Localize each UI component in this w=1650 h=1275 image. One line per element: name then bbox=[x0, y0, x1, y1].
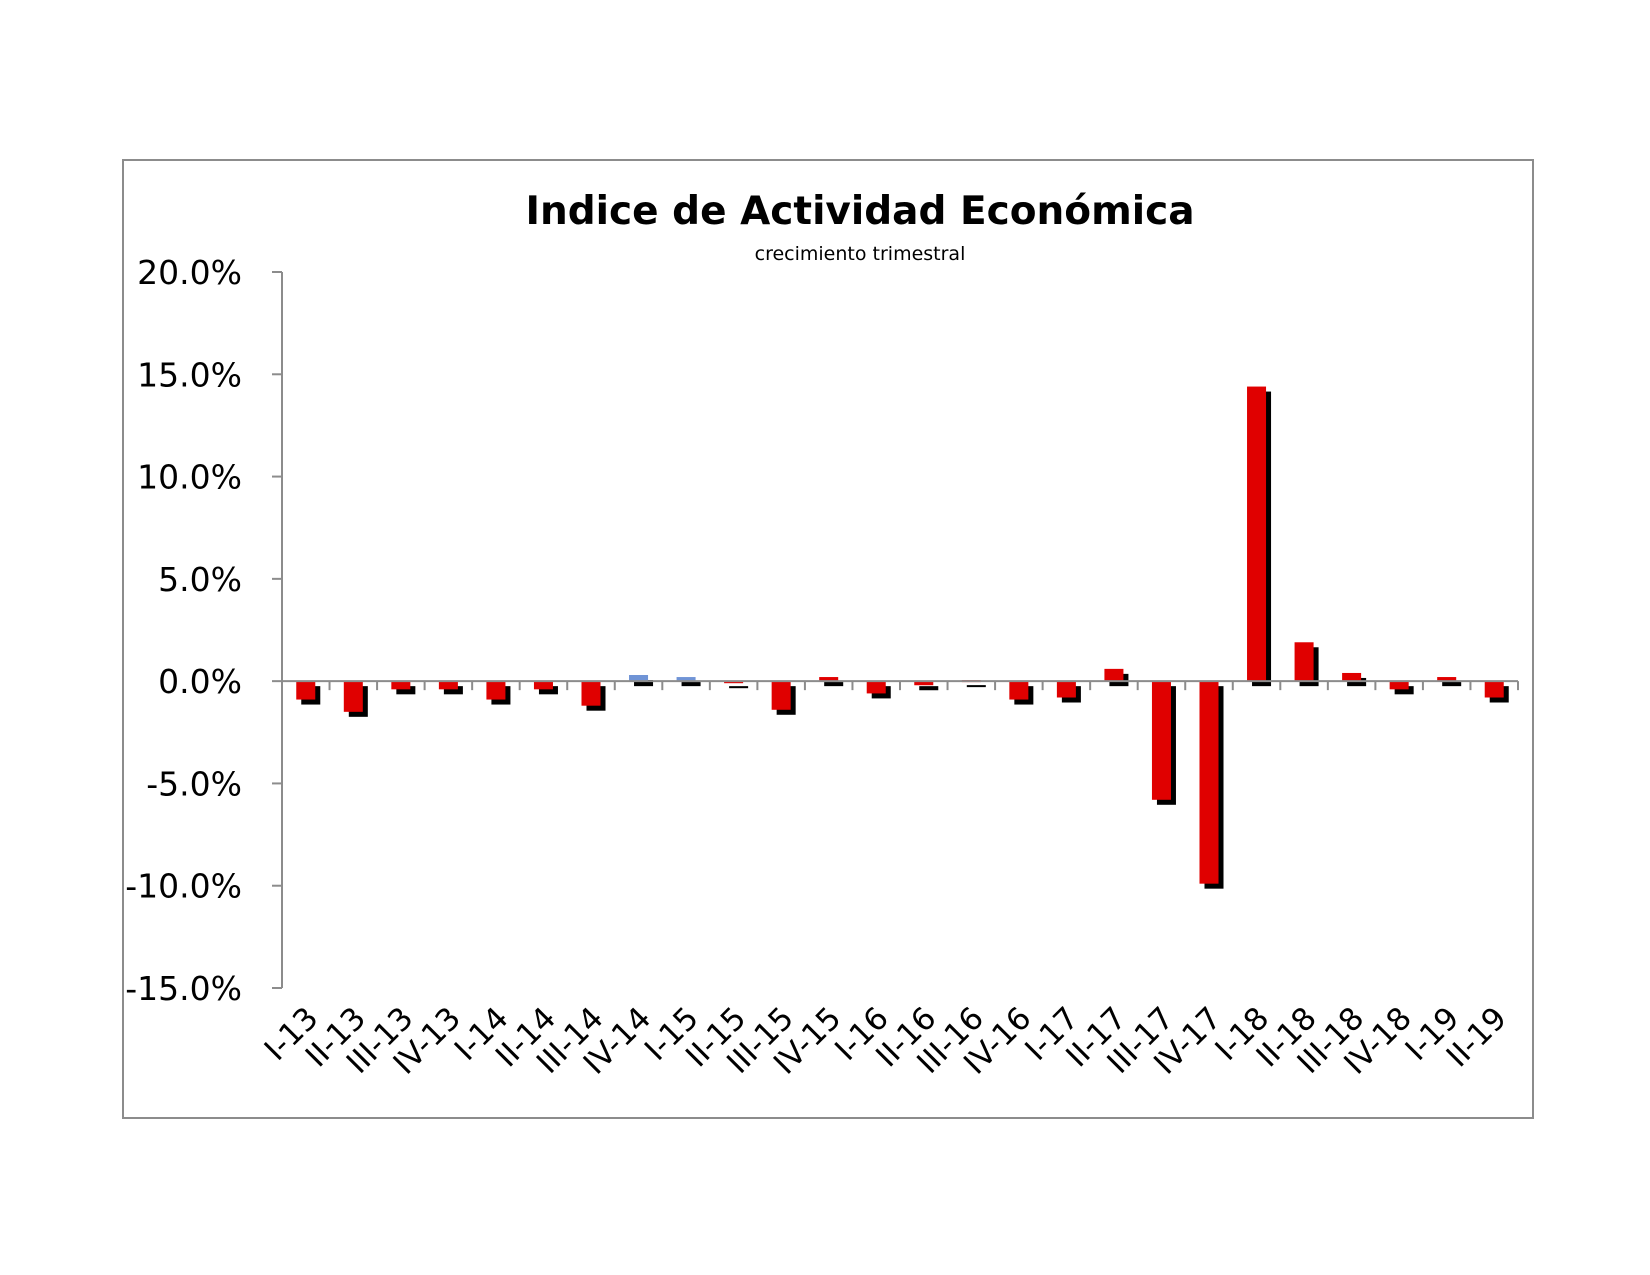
bar-shadow bbox=[443, 686, 463, 695]
bar-shadow bbox=[729, 686, 749, 689]
bar-II-15 bbox=[724, 681, 749, 689]
y-tick-label: -5.0% bbox=[146, 764, 242, 803]
y-tick-label: 20.0% bbox=[137, 253, 242, 292]
bar-II-13 bbox=[343, 681, 368, 717]
bar-I-13 bbox=[296, 681, 321, 705]
bar bbox=[533, 681, 553, 690]
bar bbox=[676, 677, 696, 682]
y-tick-label: 0.0% bbox=[158, 662, 242, 701]
y-axis: 20.0% 15.0% 10.0% 5.0% 0.0% -5.0% -10.0% -15.0% bbox=[125, 253, 283, 1008]
y-tick-label: 15.0% bbox=[137, 355, 242, 394]
bar-III-14 bbox=[581, 681, 606, 711]
bar bbox=[1009, 681, 1029, 700]
x-axis: I-13II-13III-13IV-13I-14II-14III-14IV-14… bbox=[258, 680, 1519, 1082]
bar bbox=[1294, 642, 1314, 682]
bar bbox=[581, 681, 601, 706]
bar-IV-13 bbox=[438, 681, 463, 695]
bar-shadow bbox=[824, 682, 844, 687]
bar-II-17 bbox=[1104, 668, 1129, 687]
bar bbox=[1342, 672, 1362, 682]
bar-III-18 bbox=[1342, 672, 1367, 687]
bar-shadow bbox=[538, 686, 558, 695]
bar-IV-16 bbox=[1009, 681, 1034, 705]
bar bbox=[1151, 681, 1171, 800]
bar-I-18 bbox=[1247, 386, 1272, 687]
bar-shadow bbox=[1442, 682, 1462, 687]
bar bbox=[296, 681, 316, 700]
bar bbox=[1389, 681, 1409, 690]
bar-II-14 bbox=[533, 681, 558, 695]
bar bbox=[724, 681, 744, 684]
bar-II-19 bbox=[1484, 681, 1509, 703]
bar-III-17 bbox=[1151, 681, 1176, 805]
bar-IV-15 bbox=[819, 677, 844, 687]
bar bbox=[1199, 681, 1219, 884]
bar-III-15 bbox=[771, 681, 796, 715]
bar bbox=[486, 681, 506, 700]
bar-I-19 bbox=[1437, 677, 1462, 687]
y-tick-label: -15.0% bbox=[125, 969, 242, 1008]
bar bbox=[438, 681, 458, 690]
bar-IV-18 bbox=[1389, 681, 1414, 695]
bar-III-13 bbox=[391, 681, 416, 695]
bar bbox=[914, 681, 934, 686]
bar-I-14 bbox=[486, 681, 511, 705]
bars bbox=[296, 386, 1509, 889]
bar-shadow bbox=[966, 685, 986, 688]
bar bbox=[771, 681, 791, 710]
bar bbox=[1247, 386, 1267, 682]
y-tick-label: -10.0% bbox=[125, 867, 242, 906]
bar-shadow bbox=[919, 686, 939, 691]
bar-II-16 bbox=[914, 681, 939, 691]
bar-IV-17 bbox=[1199, 681, 1224, 889]
y-tick-label: 5.0% bbox=[158, 560, 242, 599]
bar bbox=[1437, 677, 1457, 682]
bar-shadow bbox=[681, 682, 701, 687]
bar bbox=[391, 681, 411, 690]
bar-IV-14 bbox=[629, 675, 654, 687]
bar-shadow bbox=[634, 680, 654, 687]
bar bbox=[819, 677, 839, 682]
bar bbox=[866, 681, 886, 694]
bar bbox=[1484, 681, 1504, 698]
bar-shadow bbox=[1394, 686, 1414, 695]
bar-shadow bbox=[396, 686, 416, 695]
bar bbox=[1056, 681, 1076, 698]
bar-I-15 bbox=[676, 677, 701, 687]
bar bbox=[1104, 668, 1124, 682]
bar-II-18 bbox=[1294, 642, 1319, 687]
chart-frame bbox=[122, 159, 1534, 1119]
chart-subtitle: crecimiento trimestral bbox=[755, 243, 966, 265]
chart-title: Indice de Actividad Económica bbox=[525, 189, 1194, 234]
y-tick-label: 10.0% bbox=[137, 458, 242, 497]
bar-I-17 bbox=[1056, 681, 1081, 703]
bar bbox=[629, 675, 649, 682]
bar-I-16 bbox=[866, 681, 891, 699]
bar bbox=[343, 681, 363, 712]
